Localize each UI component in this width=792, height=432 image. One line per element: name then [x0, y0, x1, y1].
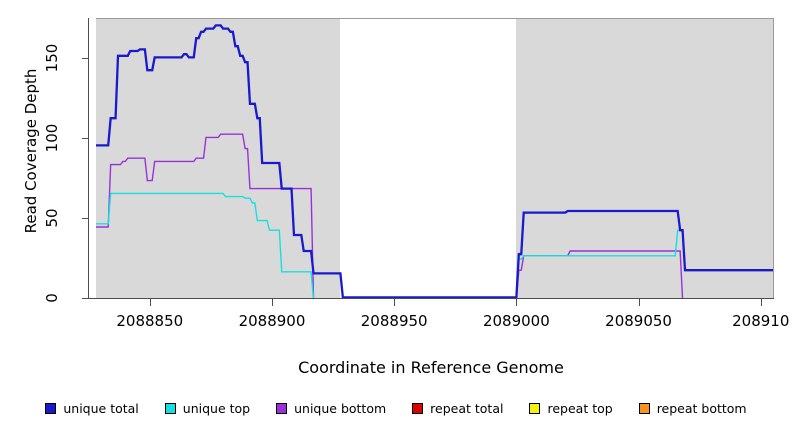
series-line-unique-total [96, 25, 773, 297]
series-canvas [96, 19, 773, 299]
legend-label: repeat total [430, 400, 504, 416]
legend-label: unique bottom [294, 400, 387, 416]
y-axis-tick [82, 138, 89, 139]
y-axis-line [88, 18, 89, 299]
y-axis-tick-label: 0 [43, 293, 61, 303]
x-axis-tick [271, 299, 273, 306]
y-axis-title: Read Coverage Depth [22, 68, 40, 234]
x-axis-tick [516, 299, 518, 306]
legend-swatch-icon [45, 402, 57, 414]
x-axis-tick [760, 299, 762, 306]
legend-label: unique total [63, 400, 139, 416]
x-axis-line [88, 298, 774, 299]
y-axis-tick-label: 100 [43, 123, 61, 153]
x-axis-tick-label: 208910 [732, 312, 790, 330]
legend-item: repeat top [516, 401, 625, 416]
unshaded-gap-region [340, 18, 517, 300]
legend-swatch-icon [164, 402, 176, 414]
x-axis-tick-label: 2089000 [482, 312, 550, 330]
series-line-unique-top [96, 193, 773, 299]
x-axis-tick-label: 2088950 [360, 312, 428, 330]
legend-item: repeat total [399, 401, 516, 416]
y-axis-tick [82, 58, 89, 59]
x-axis-tick [638, 299, 640, 306]
x-axis-tick-label: 2089050 [605, 312, 672, 330]
legend-label: repeat top [547, 400, 613, 416]
legend-label: repeat bottom [656, 400, 747, 416]
x-axis-tick [394, 299, 396, 306]
x-axis-title: Coordinate in Reference Genome [298, 358, 564, 377]
series-line-unique-bottom [96, 134, 773, 299]
y-axis-tick-label: 150 [43, 43, 61, 73]
plot-panel [96, 18, 774, 300]
x-axis-tick [149, 299, 151, 306]
y-axis-tick [82, 298, 89, 299]
legend-label: unique top [182, 400, 251, 416]
x-axis-tick-label: 2088850 [116, 312, 184, 330]
y-axis-tick [82, 218, 89, 219]
legend-swatch-icon [638, 402, 650, 414]
legend-item: unique bottom [263, 401, 399, 416]
legend-item: unique top [152, 401, 263, 416]
y-axis-tick-label: 50 [43, 208, 61, 228]
legend-item: repeat bottom [626, 401, 760, 416]
legend-swatch-icon [276, 402, 288, 414]
x-axis-tick-label: 2088900 [238, 312, 306, 330]
legend-item: unique total [32, 401, 151, 416]
legend-swatch-icon [412, 402, 424, 414]
legend-swatch-icon [529, 402, 541, 414]
chart-legend: unique total unique top unique bottom repea… [0, 398, 792, 418]
